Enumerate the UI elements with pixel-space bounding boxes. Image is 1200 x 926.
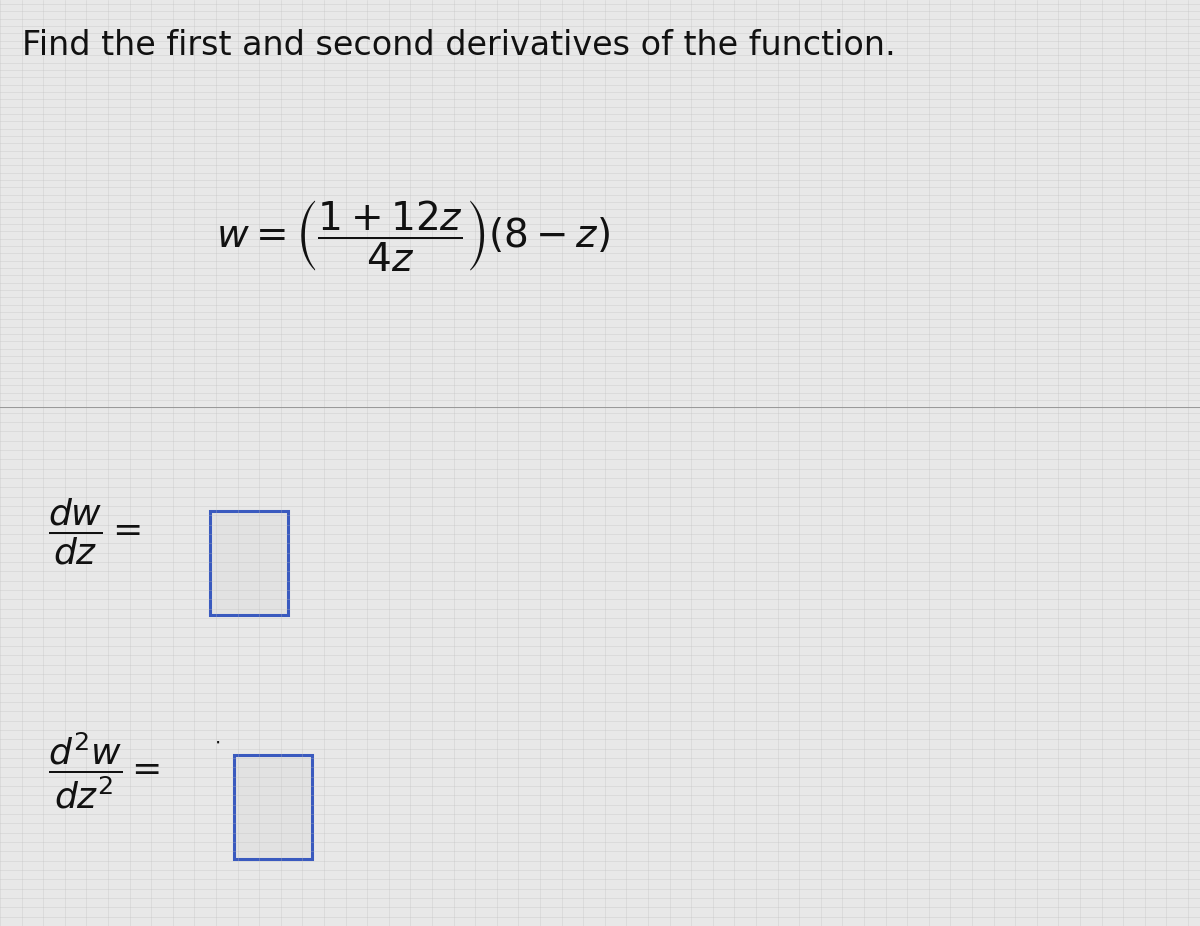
Text: $w = \left(\dfrac{1+12z}{4z}\right)(8-z)$: $w = \left(\dfrac{1+12z}{4z}\right)(8-z)… — [216, 199, 610, 274]
Text: $\dfrac{d^{2}w}{dz^{2}}=$: $\dfrac{d^{2}w}{dz^{2}}=$ — [48, 730, 161, 811]
Bar — [210, 511, 288, 615]
Text: $\cdot$: $\cdot$ — [214, 732, 220, 751]
Text: Find the first and second derivatives of the function.: Find the first and second derivatives of… — [22, 29, 895, 61]
Bar — [234, 755, 312, 858]
Text: $\dfrac{dw}{dz}=$: $\dfrac{dw}{dz}=$ — [48, 496, 140, 567]
